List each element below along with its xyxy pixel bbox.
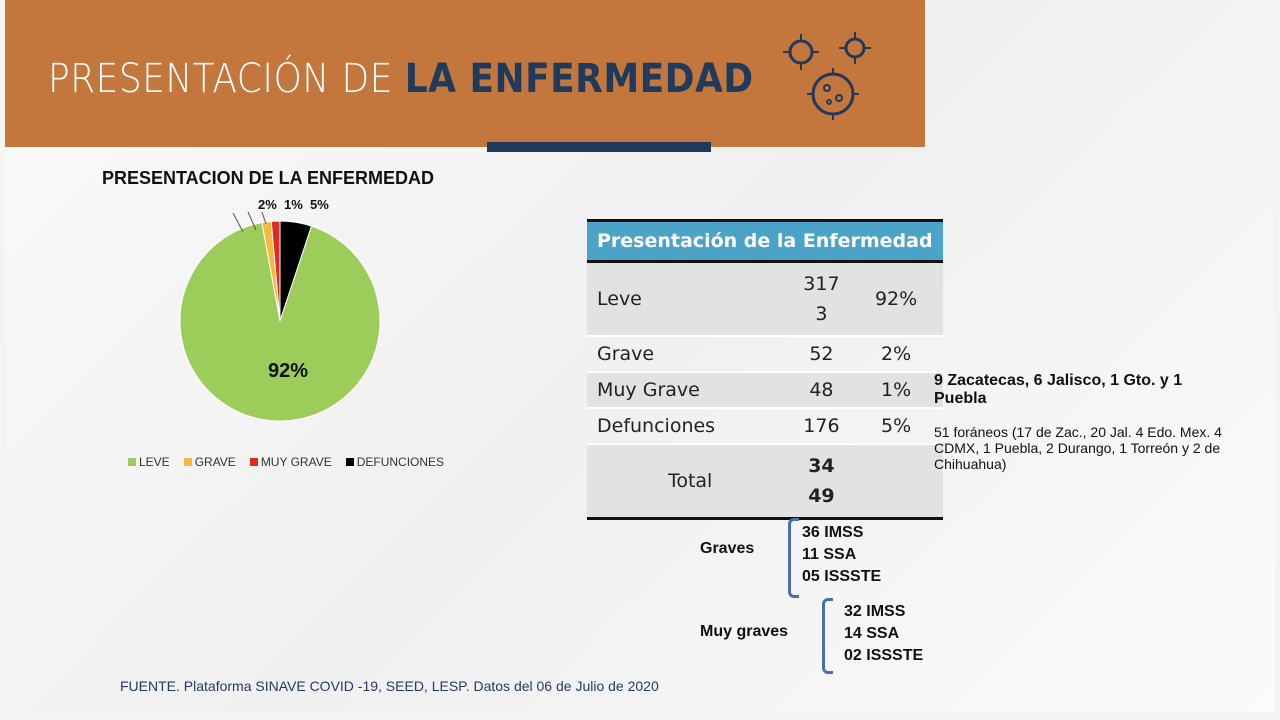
chart-title: PRESENTACION DE LA ENFERMEDAD bbox=[102, 168, 435, 188]
deaths-origin-note: 9 Zacatecas, 6 Jalisco, 1 Gto. y 1 Puebl… bbox=[934, 372, 1183, 407]
pie-slice-leve bbox=[179, 222, 381, 422]
page-title: PRESENTACIÓN DE LA ENFERMEDAD bbox=[48, 56, 754, 102]
row-pct: 2% bbox=[849, 336, 943, 373]
label-grave: 2% bbox=[258, 197, 277, 212]
legend-leve: LEVE bbox=[128, 455, 170, 469]
row-count: 48 bbox=[793, 372, 850, 409]
row-pct: 92% bbox=[849, 261, 943, 337]
legend-grave: GRAVE bbox=[183, 455, 236, 469]
table-row: Grave 52 2% bbox=[587, 336, 943, 373]
row-label: Defunciones bbox=[587, 408, 794, 445]
graves-label: Graves bbox=[700, 540, 755, 557]
total-value: 3449 bbox=[793, 444, 850, 520]
table-header: Presentación de la Enfermedad bbox=[587, 219, 943, 263]
row-count: 52 bbox=[793, 336, 850, 373]
pie-slice-muy-grave bbox=[270, 220, 281, 322]
legend-muy-grave: MUY GRAVE bbox=[249, 455, 332, 469]
table-total-row: Total 3449 bbox=[587, 444, 943, 520]
row-count: 176 bbox=[793, 408, 850, 445]
row-label: Leve bbox=[587, 261, 794, 337]
title-light: PRESENTACIÓN DE bbox=[48, 56, 405, 102]
muy-graves-label: Muy graves bbox=[700, 623, 789, 640]
table-row: Defunciones 176 5% bbox=[587, 408, 943, 445]
label-muy-grave: 1% bbox=[284, 197, 303, 212]
row-count: 3173 bbox=[793, 261, 850, 337]
legend-defunciones: DEFUNCIONES bbox=[345, 455, 444, 469]
muy-graves-brace bbox=[822, 598, 833, 674]
row-pct: 5% bbox=[849, 408, 943, 445]
muy-graves-list: 32 IMSS 14 SSA 02 ISSSTE bbox=[844, 603, 924, 664]
label-defunciones: 5% bbox=[310, 197, 329, 212]
graves-list: 36 IMSS 11 SSA 05 ISSSTE bbox=[802, 524, 882, 585]
total-label: Total bbox=[587, 444, 794, 520]
graves-brace bbox=[788, 518, 799, 598]
table-row: Leve 3173 92% bbox=[587, 261, 943, 337]
leader-line bbox=[232, 212, 244, 233]
row-pct: 1% bbox=[849, 372, 943, 409]
leader-line bbox=[247, 211, 257, 231]
row-label: Muy Grave bbox=[587, 372, 794, 409]
title-bold: LA ENFERMEDAD bbox=[404, 56, 754, 102]
title-underline bbox=[487, 142, 711, 152]
chart-legend: LEVE GRAVE MUY GRAVE DEFUNCIONES bbox=[128, 455, 444, 469]
summary-table: Presentación de la Enfermedad Leve 3173 92… bbox=[587, 219, 943, 520]
header-banner bbox=[5, 0, 925, 147]
source-note: FUENTE. Plataforma SINAVE COVID -19, SEE… bbox=[120, 678, 659, 694]
leader-line bbox=[261, 211, 267, 225]
table-row: Muy Grave 48 1% bbox=[587, 372, 943, 409]
virus-icon bbox=[783, 32, 871, 120]
label-leve: 92% bbox=[268, 360, 309, 382]
row-label: Grave bbox=[587, 336, 794, 373]
foreign-note: 51 foráneos (17 de Zac., 20 Jal. 4 Edo. … bbox=[934, 424, 1222, 472]
